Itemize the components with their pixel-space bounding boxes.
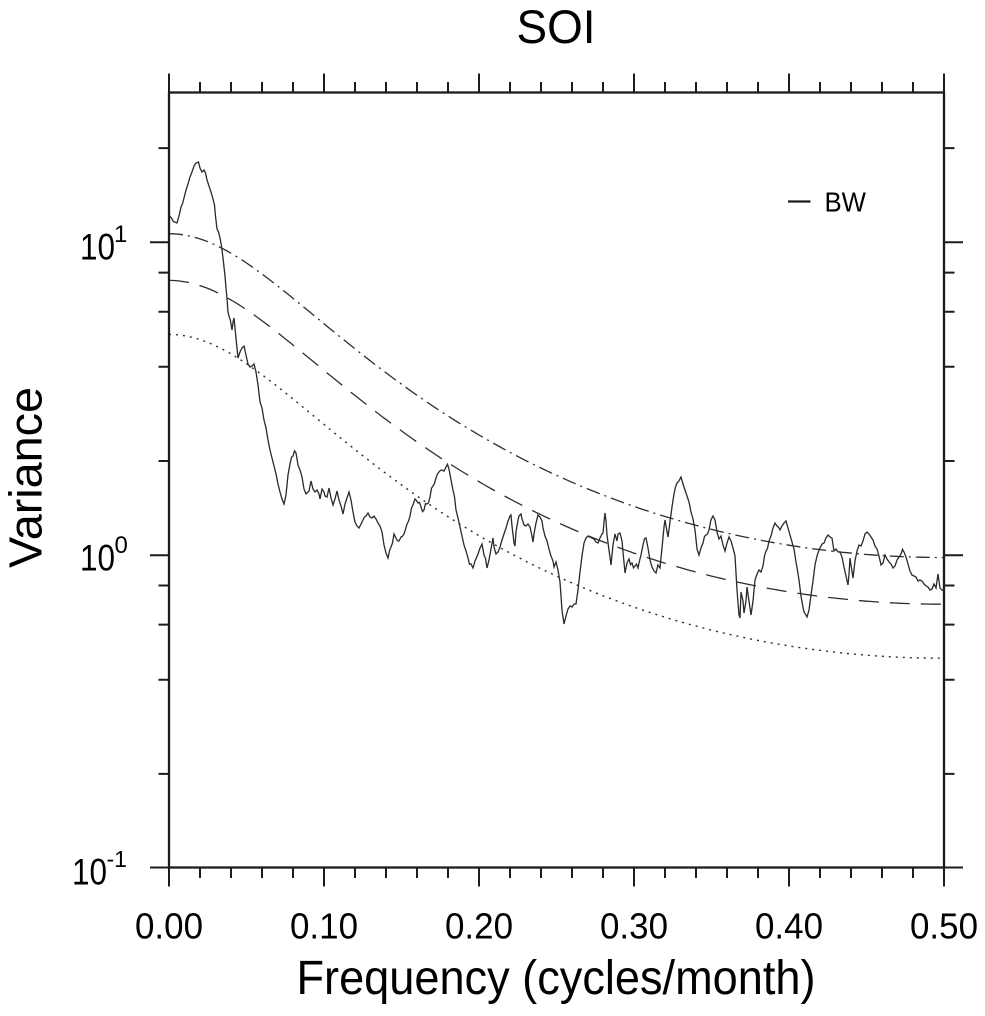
svg-text:SOI: SOI	[517, 0, 596, 53]
svg-text:0.30: 0.30	[600, 906, 668, 947]
svg-text:0: 0	[115, 532, 128, 559]
svg-text:-1: -1	[107, 846, 127, 872]
svg-text:Variance: Variance	[0, 387, 52, 568]
svg-text:0.40: 0.40	[755, 906, 823, 947]
svg-text:10: 10	[80, 538, 115, 579]
svg-text:0.20: 0.20	[445, 906, 513, 947]
svg-text:1: 1	[114, 221, 127, 248]
svg-text:10: 10	[72, 852, 107, 893]
svg-text:BW: BW	[825, 187, 867, 218]
svg-text:Frequency (cycles/month): Frequency (cycles/month)	[297, 952, 816, 1005]
svg-text:0.10: 0.10	[290, 906, 358, 947]
svg-text:10: 10	[80, 227, 115, 268]
svg-text:0.00: 0.00	[135, 906, 203, 947]
svg-text:0.50: 0.50	[910, 906, 978, 947]
